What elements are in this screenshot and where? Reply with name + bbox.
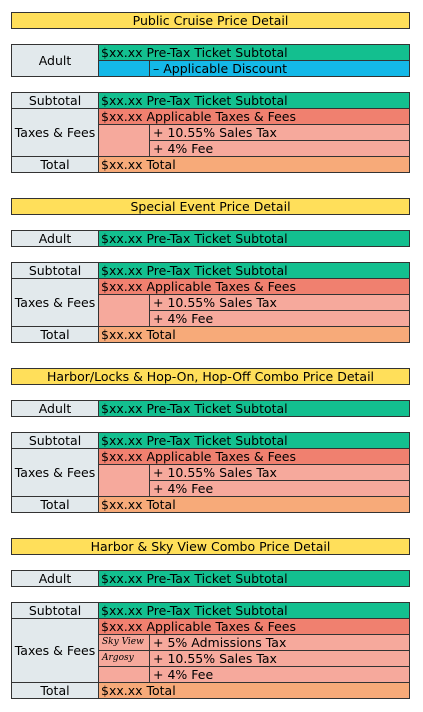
public-total-value: $xx.xx Total <box>98 156 410 173</box>
sky-view-logo: Sky View <box>98 634 150 651</box>
public-sales-tax: + 10.55% Sales Tax <box>149 124 410 141</box>
harbor-adult-subtotal: $xx.xx Pre-Tax Ticket Subtotal <box>98 400 410 417</box>
harbor-adult-label: Adult <box>11 400 99 417</box>
sky-taxes-value: $xx.xx Applicable Taxes & Fees <box>98 618 410 635</box>
public-taxes-value: $xx.xx Applicable Taxes & Fees <box>98 108 410 125</box>
sky-subtotal-label: Subtotal <box>11 602 99 619</box>
harbor-total-value: $xx.xx Total <box>98 496 410 513</box>
sky-fee-spacer <box>98 666 150 683</box>
public-adult-subtotal: $xx.xx Pre-Tax Ticket Subtotal <box>98 44 410 61</box>
harbor-subtotal-label: Subtotal <box>11 432 99 449</box>
public-taxes-label: Taxes & Fees <box>11 108 99 157</box>
special-taxes-label: Taxes & Fees <box>11 278 99 327</box>
sky-adult-subtotal: $xx.xx Pre-Tax Ticket Subtotal <box>98 570 410 587</box>
public-subtotal-label: Subtotal <box>11 92 99 109</box>
special-total-value: $xx.xx Total <box>98 326 410 343</box>
public-adult-label: Adult <box>11 44 99 77</box>
harbor-taxes-label: Taxes & Fees <box>11 448 99 497</box>
harbor-tax-spacer <box>98 464 150 497</box>
harbor-locks-title: Harbor/Locks & Hop-On, Hop-Off Combo Pri… <box>11 368 410 385</box>
sky-taxes-label: Taxes & Fees <box>11 618 99 683</box>
special-total-label: Total <box>11 326 99 343</box>
special-taxes-value: $xx.xx Applicable Taxes & Fees <box>98 278 410 295</box>
public-cruise-title: Public Cruise Price Detail <box>11 12 410 29</box>
special-adult-label: Adult <box>11 230 99 247</box>
public-tax-spacer <box>98 124 150 157</box>
sky-fee: + 4% Fee <box>149 666 410 683</box>
sky-total-value: $xx.xx Total <box>98 682 410 699</box>
argosy-logo: Argosy <box>98 650 150 667</box>
public-fee: + 4% Fee <box>149 140 410 157</box>
sky-admissions-tax: + 5% Admissions Tax <box>149 634 410 651</box>
special-fee: + 4% Fee <box>149 310 410 327</box>
public-subtotal-value: $xx.xx Pre-Tax Ticket Subtotal <box>98 92 410 109</box>
special-event-title: Special Event Price Detail <box>11 198 410 215</box>
sky-adult-label: Adult <box>11 570 99 587</box>
special-subtotal-label: Subtotal <box>11 262 99 279</box>
harbor-sales-tax: + 10.55% Sales Tax <box>149 464 410 481</box>
special-sales-tax: + 10.55% Sales Tax <box>149 294 410 311</box>
public-discount: – Applicable Discount <box>149 60 410 77</box>
harbor-total-label: Total <box>11 496 99 513</box>
harbor-taxes-value: $xx.xx Applicable Taxes & Fees <box>98 448 410 465</box>
sky-sales-tax: + 10.55% Sales Tax <box>149 650 410 667</box>
public-discount-spacer <box>98 60 150 77</box>
sky-total-label: Total <box>11 682 99 699</box>
special-adult-subtotal: $xx.xx Pre-Tax Ticket Subtotal <box>98 230 410 247</box>
special-tax-spacer <box>98 294 150 327</box>
special-subtotal-value: $xx.xx Pre-Tax Ticket Subtotal <box>98 262 410 279</box>
sky-subtotal-value: $xx.xx Pre-Tax Ticket Subtotal <box>98 602 410 619</box>
sky-view-title: Harbor & Sky View Combo Price Detail <box>11 538 410 555</box>
harbor-fee: + 4% Fee <box>149 480 410 497</box>
harbor-subtotal-value: $xx.xx Pre-Tax Ticket Subtotal <box>98 432 410 449</box>
public-total-label: Total <box>11 156 99 173</box>
